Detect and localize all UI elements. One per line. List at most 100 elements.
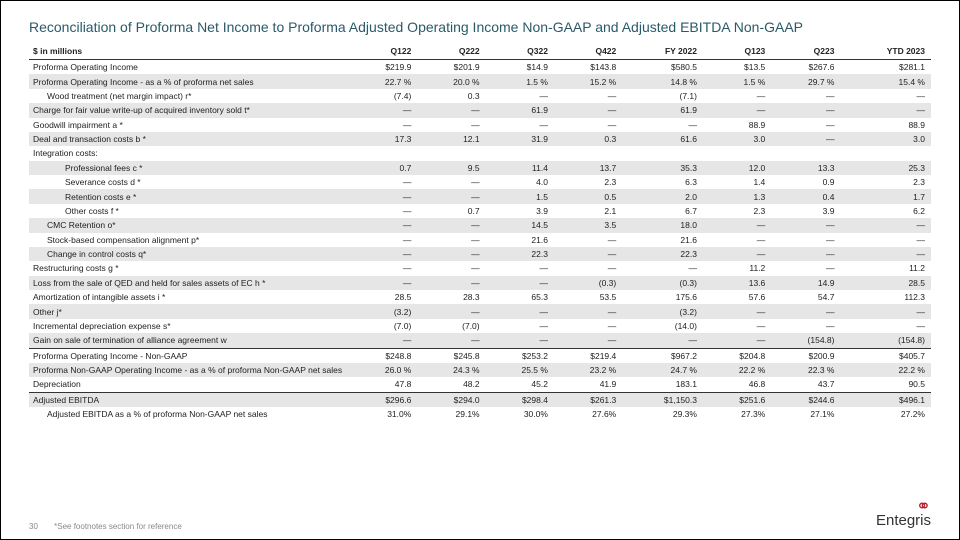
row-label: Proforma Non-GAAP Operating Income - as … xyxy=(29,363,349,377)
table-row: Severance costs d *——4.02.36.31.40.92.3 xyxy=(29,175,931,189)
table-row: Other costs f *—0.73.92.16.72.33.96.2 xyxy=(29,204,931,218)
cell-value: 0.9 xyxy=(771,175,840,189)
cell-value: 25.5 % xyxy=(486,363,554,377)
cell-value: — xyxy=(840,247,931,261)
table-row: Gain on sale of termination of alliance … xyxy=(29,333,931,348)
table-row: Stock-based compensation alignment p*——2… xyxy=(29,233,931,247)
table-row: Professional fees c *0.79.511.413.735.31… xyxy=(29,161,931,175)
cell-value xyxy=(486,146,554,160)
cell-value: 45.2 xyxy=(486,377,554,392)
cell-value: 112.3 xyxy=(840,290,931,304)
cell-value: $200.9 xyxy=(771,348,840,363)
table-row: Deal and transaction costs b *17.312.131… xyxy=(29,132,931,146)
table-row: Integration costs: xyxy=(29,146,931,160)
cell-value: — xyxy=(417,333,485,348)
cell-value: — xyxy=(417,276,485,290)
row-label: Retention costs e * xyxy=(29,189,349,203)
cell-value: 30.0% xyxy=(486,407,554,421)
table-row: Other j*(3.2)———(3.2)——— xyxy=(29,304,931,318)
cell-value: 22.3 xyxy=(486,247,554,261)
logo-text: Entegris xyxy=(876,512,931,529)
cell-value: 2.0 xyxy=(622,189,703,203)
footer-left: 30 *See footnotes section for reference xyxy=(29,522,182,531)
col-header-label: $ in millions xyxy=(29,43,349,60)
table-row: Goodwill impairment a *—————88.9—88.9 xyxy=(29,118,931,132)
row-label: Proforma Operating Income - as a % of pr… xyxy=(29,74,349,88)
cell-value: 13.7 xyxy=(554,161,622,175)
cell-value: — xyxy=(417,103,485,117)
cell-value: — xyxy=(771,247,840,261)
cell-value: — xyxy=(771,261,840,275)
row-label: Change in control costs q* xyxy=(29,247,349,261)
table-row: Proforma Operating Income - as a % of pr… xyxy=(29,74,931,88)
row-label: Restructuring costs g * xyxy=(29,261,349,275)
cell-value: $219.4 xyxy=(554,348,622,363)
cell-value: — xyxy=(771,319,840,333)
table-row: Depreciation47.848.245.241.9183.146.843.… xyxy=(29,377,931,392)
cell-value: $281.1 xyxy=(840,60,931,75)
cell-value: 61.9 xyxy=(622,103,703,117)
cell-value: 43.7 xyxy=(771,377,840,392)
cell-value: — xyxy=(486,304,554,318)
row-label: Charge for fair value write-up of acquir… xyxy=(29,103,349,117)
table-row: Proforma Operating Income - Non-GAAP$248… xyxy=(29,348,931,363)
table-row: CMC Retention o*——14.53.518.0——— xyxy=(29,218,931,232)
cell-value: 13.6 xyxy=(703,276,771,290)
cell-value: 0.3 xyxy=(554,132,622,146)
cell-value: $253.2 xyxy=(486,348,554,363)
cell-value: 27.6% xyxy=(554,407,622,421)
cell-value: 0.5 xyxy=(554,189,622,203)
cell-value: 48.2 xyxy=(417,377,485,392)
table-row: Restructuring costs g *—————11.2—11.2 xyxy=(29,261,931,275)
cell-value: — xyxy=(840,304,931,318)
cell-value: — xyxy=(417,261,485,275)
cell-value: — xyxy=(703,247,771,261)
cell-value: $294.0 xyxy=(417,392,485,407)
cell-value: — xyxy=(554,319,622,333)
cell-value: $204.8 xyxy=(703,348,771,363)
col-header: Q223 xyxy=(771,43,840,60)
cell-value: 88.9 xyxy=(703,118,771,132)
cell-value: 14.5 xyxy=(486,218,554,232)
cell-value: — xyxy=(349,189,417,203)
cell-value: 22.2 % xyxy=(703,363,771,377)
cell-value: — xyxy=(771,218,840,232)
row-label: Gain on sale of termination of alliance … xyxy=(29,333,349,348)
cell-value xyxy=(349,146,417,160)
cell-value: 0.3 xyxy=(417,89,485,103)
cell-value: — xyxy=(554,89,622,103)
cell-value: — xyxy=(703,319,771,333)
cell-value: (7.0) xyxy=(417,319,485,333)
cell-value: — xyxy=(771,132,840,146)
table-row: Amortization of intangible assets i *28.… xyxy=(29,290,931,304)
cell-value: 4.0 xyxy=(486,175,554,189)
cell-value: 46.8 xyxy=(703,377,771,392)
cell-value: 65.3 xyxy=(486,290,554,304)
cell-value: 175.6 xyxy=(622,290,703,304)
cell-value: — xyxy=(840,319,931,333)
row-label: Proforma Operating Income - Non-GAAP xyxy=(29,348,349,363)
cell-value: 29.1% xyxy=(417,407,485,421)
cell-value: 27.3% xyxy=(703,407,771,421)
cell-value: 12.0 xyxy=(703,161,771,175)
col-header: FY 2022 xyxy=(622,43,703,60)
col-header: YTD 2023 xyxy=(840,43,931,60)
cell-value: — xyxy=(554,103,622,117)
cell-value: $296.6 xyxy=(349,392,417,407)
cell-value: — xyxy=(417,118,485,132)
cell-value: 88.9 xyxy=(840,118,931,132)
cell-value: — xyxy=(486,89,554,103)
row-label: Stock-based compensation alignment p* xyxy=(29,233,349,247)
footnote-text: *See footnotes section for reference xyxy=(54,522,182,531)
cell-value: $251.6 xyxy=(703,392,771,407)
cell-value: 6.2 xyxy=(840,204,931,218)
cell-value: 6.3 xyxy=(622,175,703,189)
cell-value: 0.4 xyxy=(771,189,840,203)
cell-value: 0.7 xyxy=(349,161,417,175)
cell-value: — xyxy=(349,333,417,348)
cell-value: — xyxy=(622,333,703,348)
cell-value: 22.3 xyxy=(622,247,703,261)
cell-value: 11.2 xyxy=(840,261,931,275)
row-label: Severance costs d * xyxy=(29,175,349,189)
cell-value: — xyxy=(771,233,840,247)
